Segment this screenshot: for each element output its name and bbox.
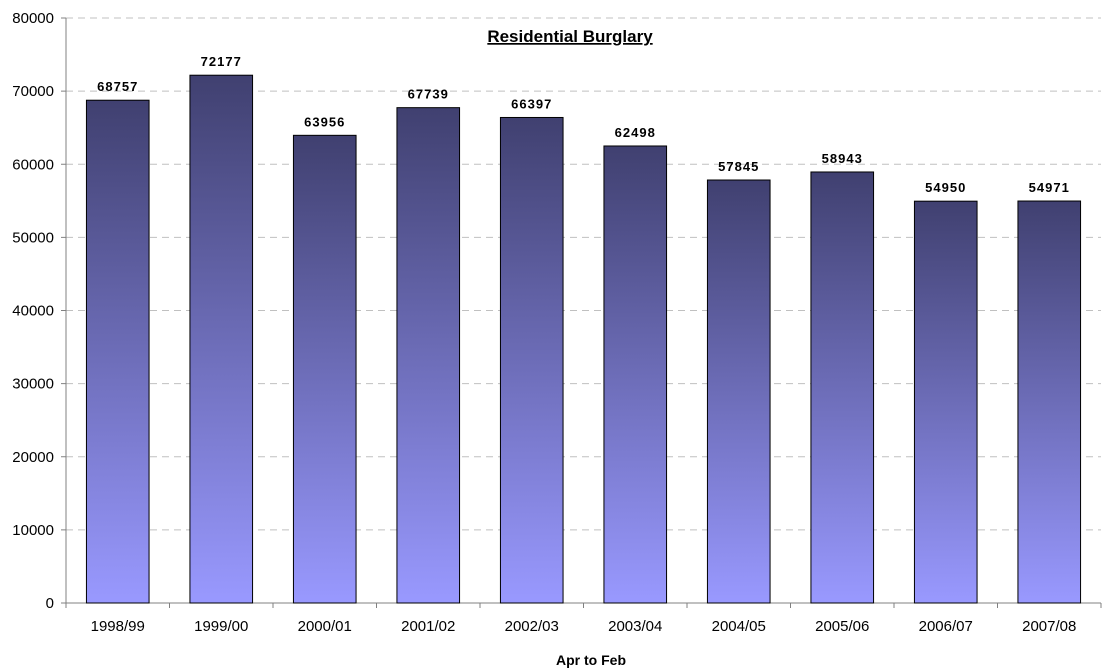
y-tick-label: 0: [46, 595, 54, 612]
data-label: 63956: [304, 114, 345, 129]
data-label: 54971: [1029, 180, 1070, 195]
x-tick-label: 2004/05: [712, 618, 766, 635]
y-tick-label: 80000: [12, 10, 54, 27]
x-tick-label: 2001/02: [401, 618, 455, 635]
data-label: 66397: [511, 96, 552, 111]
bar-1998-99: [85, 99, 150, 604]
bar-1999-00: [189, 74, 254, 604]
x-axis-title: Apr to Feb: [556, 652, 626, 668]
data-label: 57845: [718, 159, 759, 174]
y-tick-label: 10000: [12, 522, 54, 539]
data-label: 68757: [97, 79, 138, 94]
y-tick-label: 40000: [12, 303, 54, 320]
x-tick-label: 2005/06: [815, 618, 869, 635]
chart-title: Residential Burglary: [487, 27, 653, 46]
bar-2006-07: [913, 200, 978, 604]
bar-2002-03: [499, 116, 564, 604]
data-label: 62498: [615, 125, 656, 140]
bar-2001-02: [396, 107, 461, 604]
bar-2005-06: [810, 171, 875, 604]
data-label: 54950: [925, 180, 966, 195]
x-tick-label: 1999/00: [194, 618, 248, 635]
tick-labels: 0 10000 20000 30000 40000 50000 60000 70000 8000…: [12, 10, 1076, 635]
bar-2007-08: [1017, 200, 1082, 604]
bar-2000-01: [292, 134, 357, 604]
bar-2003-04: [603, 145, 668, 604]
x-tick-label: 1998/99: [91, 618, 145, 635]
data-label: 72177: [201, 54, 242, 69]
y-tick-label: 30000: [12, 376, 54, 393]
data-label: 58943: [822, 151, 863, 166]
x-tick-label: 2007/08: [1022, 618, 1076, 635]
y-tick-label: 60000: [12, 156, 54, 173]
data-label: 67739: [408, 87, 449, 102]
bar-2004-05: [706, 179, 771, 604]
y-tick-label: 50000: [12, 229, 54, 246]
y-tick-label: 70000: [12, 83, 54, 100]
data-labels: 68757 72177 63956 67739 66397 62498 57845 58943…: [97, 54, 1070, 195]
bars: [85, 74, 1082, 604]
x-tick-label: 2000/01: [298, 618, 352, 635]
y-tick-label: 20000: [12, 449, 54, 466]
x-tick-label: 2003/04: [608, 618, 662, 635]
x-tick-label: 2002/03: [505, 618, 559, 635]
x-tick-label: 2006/07: [919, 618, 973, 635]
